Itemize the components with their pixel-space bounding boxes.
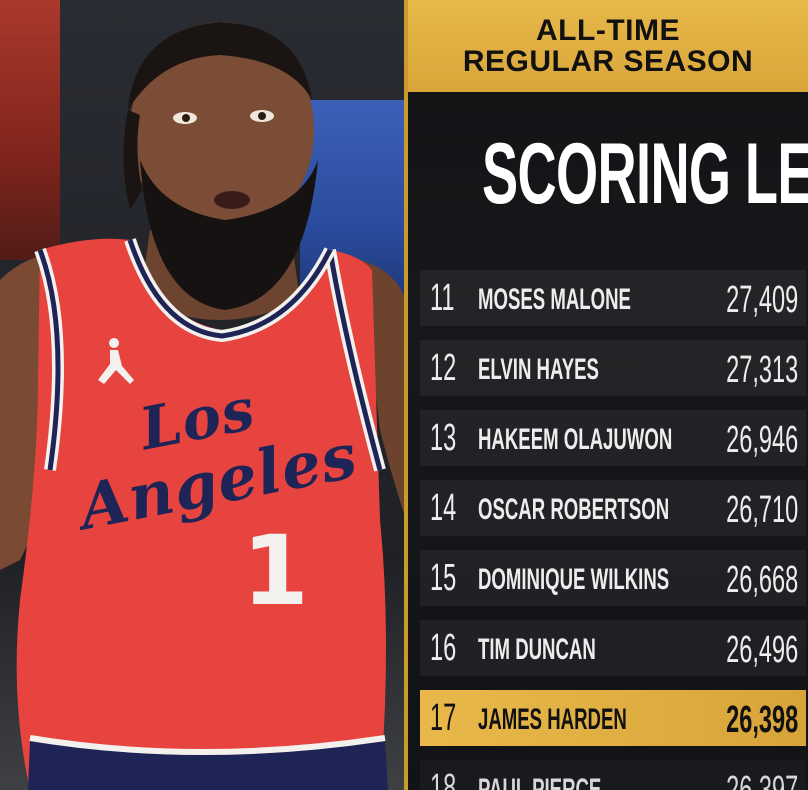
leader-rank: 15: [430, 557, 457, 599]
leader-rank: 17: [430, 697, 457, 739]
leaderboard-panel: ALL-TIME REGULAR SEASON SCORING LEADERS …: [408, 0, 808, 790]
leader-row-highlighted: 17 JAMES HARDEN 26,398: [420, 690, 806, 746]
leader-rank: 16: [430, 627, 457, 669]
leader-points: 26,710: [725, 489, 798, 531]
leader-points: 26,946: [725, 419, 798, 461]
leader-row-partial: 18 PAUL PIERCE 26,397: [420, 760, 806, 790]
leader-points: 26,398: [725, 699, 798, 741]
leader-row: 12 ELVIN HAYES 27,313: [420, 340, 806, 396]
leader-points: 26,397: [725, 769, 798, 790]
leader-row: 11 MOSES MALONE 27,409: [420, 270, 806, 326]
leader-rank: 11: [430, 277, 455, 319]
crowd-background: [0, 0, 60, 260]
header-line-1: ALL-TIME: [536, 14, 680, 47]
leader-name: JAMES HARDEN: [478, 703, 627, 736]
leader-rank: 14: [430, 487, 457, 529]
leader-name: OSCAR ROBERTSON: [478, 493, 670, 526]
leader-name: DOMINIQUE WILKINS: [478, 563, 670, 596]
leader-name: ELVIN HAYES: [478, 353, 599, 386]
leader-name: TIM DUNCAN: [478, 633, 596, 666]
leader-points: 26,668: [725, 559, 798, 601]
leader-name: PAUL PIERCE: [478, 773, 602, 790]
player-figure: [0, 22, 406, 790]
leader-points: 27,409: [725, 279, 798, 321]
leader-name: HAKEEM OLAJUWON: [478, 423, 673, 456]
panel-divider: [404, 0, 408, 790]
leader-row: 14 OSCAR ROBERTSON 26,710: [420, 480, 806, 536]
leader-row: 13 HAKEEM OLAJUWON 26,946: [420, 410, 806, 466]
leader-rank: 18: [430, 767, 457, 790]
player-photo: Los Angeles 1: [0, 0, 406, 790]
header-banner: ALL-TIME REGULAR SEASON: [408, 0, 808, 92]
leader-row: 15 DOMINIQUE WILKINS 26,668: [420, 550, 806, 606]
board-title: SCORING LEADERS: [482, 126, 808, 222]
leader-list: 11 MOSES MALONE 27,409 12 ELVIN HAYES 27…: [420, 270, 806, 790]
leader-points: 27,313: [725, 349, 798, 391]
jersey-number: 1: [242, 515, 309, 627]
header-line-2: REGULAR SEASON: [462, 45, 754, 78]
leader-points: 26,496: [725, 629, 798, 671]
leader-row: 16 TIM DUNCAN 26,496: [420, 620, 806, 676]
leader-name: MOSES MALONE: [478, 283, 631, 316]
leader-rank: 12: [430, 347, 457, 389]
leader-rank: 13: [430, 417, 457, 459]
